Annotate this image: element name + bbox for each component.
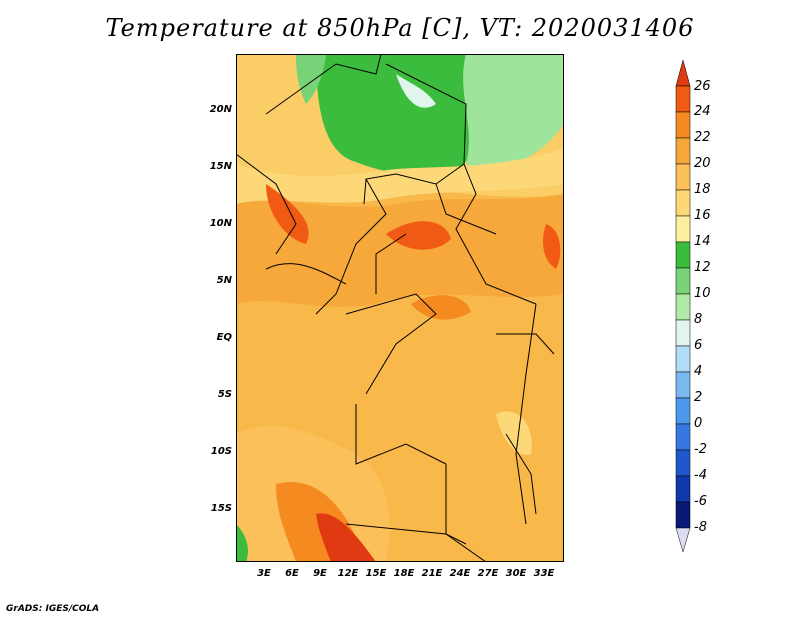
lat-tick-label: 5N [216,275,232,286]
colorbar-label: 12 [694,260,711,275]
colorbar-bottom-arrow [675,527,691,553]
colorbar-swatch [675,371,691,399]
colorbar-label: 26 [694,79,711,94]
lat-tick-label: 20N [209,104,232,115]
colorbar-label: 0 [694,416,703,431]
lon-tick-label: 21E [421,568,443,579]
country-borders [236,54,555,562]
color-bar-legend [675,60,691,553]
colorbar-swatch [675,397,691,425]
lat-tick-label: 10S [210,446,232,457]
map-title: Temperature at 850hPa [C], VT: 202003140… [105,14,695,42]
colorbar-label: 6 [694,338,703,353]
colorbar-label: -6 [694,494,707,509]
lat-tick-label: 15N [209,161,232,172]
lon-tick-label: 15E [365,568,387,579]
field-16-patch [496,411,532,455]
lon-tick-label: 30E [505,568,527,579]
field-10-region [463,54,564,168]
colorbar-swatch [675,293,691,321]
field-8-patch [396,74,436,108]
lon-tick-label: 6E [285,568,299,579]
lon-tick-label: 12E [337,568,359,579]
colorbar-swatch [675,267,691,295]
colorbar-swatch [675,137,691,165]
colorbar-label: 24 [694,104,711,119]
colorbar-swatch [675,501,691,529]
colorbar-label: 18 [694,182,711,197]
hot-spot-west [266,184,309,244]
field-green-edge [296,54,326,104]
field-20-belt [236,194,564,307]
colorbar-label: 10 [694,286,711,301]
colorbar-swatch [675,111,691,139]
colorbar-label: 20 [694,156,711,171]
colorbar-label: 2 [694,390,703,405]
lat-tick-label: 5S [217,389,232,400]
field-20-southeast [456,381,564,562]
colorbar-swatch [675,475,691,503]
grads-credit: GrADS: IGES/COLA [6,604,100,614]
lon-tick-label: 24E [449,568,471,579]
colorbar-label: -8 [694,520,707,535]
lat-tick-label: 10N [209,218,232,229]
hot-spot-congo [411,295,471,320]
lon-tick-label: 18E [393,568,415,579]
colorbar-swatch [675,449,691,477]
hot-spot-central [386,221,451,250]
colorbar-top-arrow [675,60,691,87]
lat-tick-label: 15S [210,503,232,514]
lon-tick-label: 9E [313,568,327,579]
colorbar-label: 22 [694,130,711,145]
colorbar-label: -2 [694,442,707,457]
field-green-southwest [236,524,248,562]
field-24-south [316,513,376,562]
hot-spot-east [543,224,561,269]
colorbar-swatch [675,423,691,451]
map-border [236,54,564,562]
colorbar-swatch [675,189,691,217]
colorbar-label: 16 [694,208,711,223]
field-16-band [236,149,564,204]
colorbar-swatch [675,241,691,269]
lon-tick-label: 27E [477,568,499,579]
colorbar-swatch [675,345,691,373]
colorbar-swatch [675,85,691,113]
temperature-map [236,54,564,562]
lon-tick-label: 33E [533,568,555,579]
colorbar-swatch [675,163,691,191]
colorbar-label: 4 [694,364,703,379]
field-12-region [316,54,480,176]
colorbar-label: 14 [694,234,711,249]
lon-tick-label: 3E [257,568,271,579]
lat-tick-label: EQ [216,332,232,343]
colorbar-swatch [675,215,691,243]
colorbar-label: 8 [694,312,703,327]
colorbar-swatch [675,319,691,347]
colorbar-label: -4 [694,468,707,483]
